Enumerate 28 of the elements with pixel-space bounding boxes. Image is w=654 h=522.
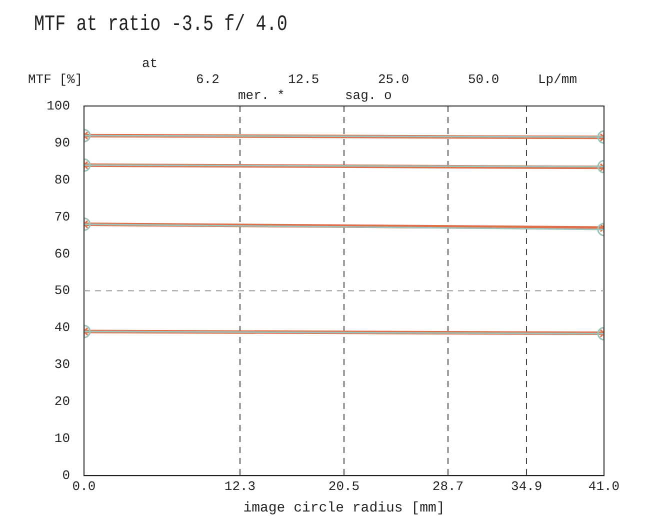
y-tick-label: 50 <box>54 283 70 298</box>
y-tick-label: 60 <box>54 246 70 262</box>
y-tick-label: 90 <box>54 135 70 150</box>
y-tick-label: 0 <box>62 468 70 484</box>
y-tick-label: 30 <box>54 357 70 372</box>
y-tick-label: 70 <box>54 209 70 224</box>
text: mer. * <box>238 88 285 103</box>
y-tick-label: 20 <box>54 394 70 410</box>
x-tick-label: 41.0 <box>588 478 620 494</box>
x-tick-label: 12.3 <box>224 478 256 494</box>
x-tick-label: 34.9 <box>511 478 542 494</box>
y-tick-label: 40 <box>54 320 70 336</box>
text: Lp/mm <box>538 72 578 87</box>
text: 12.5 <box>288 72 320 87</box>
y-tick-label: 80 <box>54 172 70 188</box>
x-tick-label: 0.0 <box>72 478 96 494</box>
x-tick-label: 28.7 <box>432 478 464 494</box>
y-tick-label: 100 <box>46 98 70 114</box>
text: 25.0 <box>378 72 410 87</box>
x-axis-title: image circle radius [mm] <box>243 500 445 516</box>
chart-title: MTF at ratio -3.5 f/ 4.0 <box>34 12 288 37</box>
y-axis-title: MTF [%] <box>28 72 83 87</box>
y-tick-label: 10 <box>54 431 70 446</box>
text: at <box>142 56 158 71</box>
text: 6.2 <box>196 72 220 87</box>
text: 50.0 <box>468 72 500 87</box>
x-tick-label: 20.5 <box>328 478 360 494</box>
text: sag. o <box>345 88 392 103</box>
